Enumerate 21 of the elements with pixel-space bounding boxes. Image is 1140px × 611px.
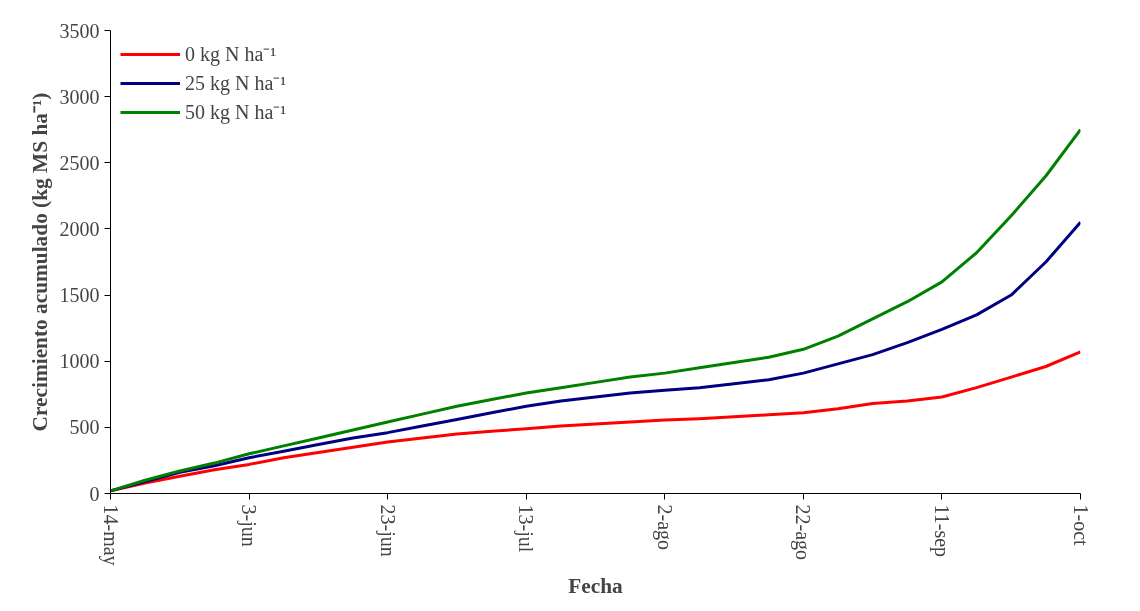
x-tick-label: 23-jun bbox=[375, 504, 399, 557]
y-tick-label: 0 bbox=[89, 482, 100, 505]
legend-label: 25 kg N ha⁻¹ bbox=[185, 71, 287, 96]
x-tick-label: 14-may bbox=[98, 504, 122, 566]
x-tick-label: 1-oct bbox=[1069, 504, 1092, 547]
y-tick-label: 3500 bbox=[59, 19, 100, 42]
y-tick-label: 1500 bbox=[59, 284, 100, 307]
y-tick-label: 3000 bbox=[59, 85, 100, 108]
y-tick-label: 500 bbox=[69, 416, 100, 439]
x-tick-label: 3-jun bbox=[237, 504, 261, 547]
y-axis-title: Crecimiento acumulado (kg MS ha⁻¹) bbox=[27, 92, 52, 432]
legend-label: 50 kg N ha⁻¹ bbox=[185, 100, 287, 125]
x-axis-title: Fecha bbox=[568, 573, 624, 598]
y-tick-label: 1000 bbox=[59, 350, 100, 373]
x-tick-label: 13-jul bbox=[514, 504, 538, 553]
y-tick-label: 2000 bbox=[59, 217, 100, 240]
x-tick-label: 11-sep bbox=[929, 504, 953, 558]
legend-label: 0 kg N ha⁻¹ bbox=[185, 42, 277, 67]
y-tick-label: 2500 bbox=[59, 151, 100, 174]
x-tick-label: 22-ago bbox=[791, 504, 815, 561]
x-tick-label: 2-ago bbox=[652, 504, 676, 551]
